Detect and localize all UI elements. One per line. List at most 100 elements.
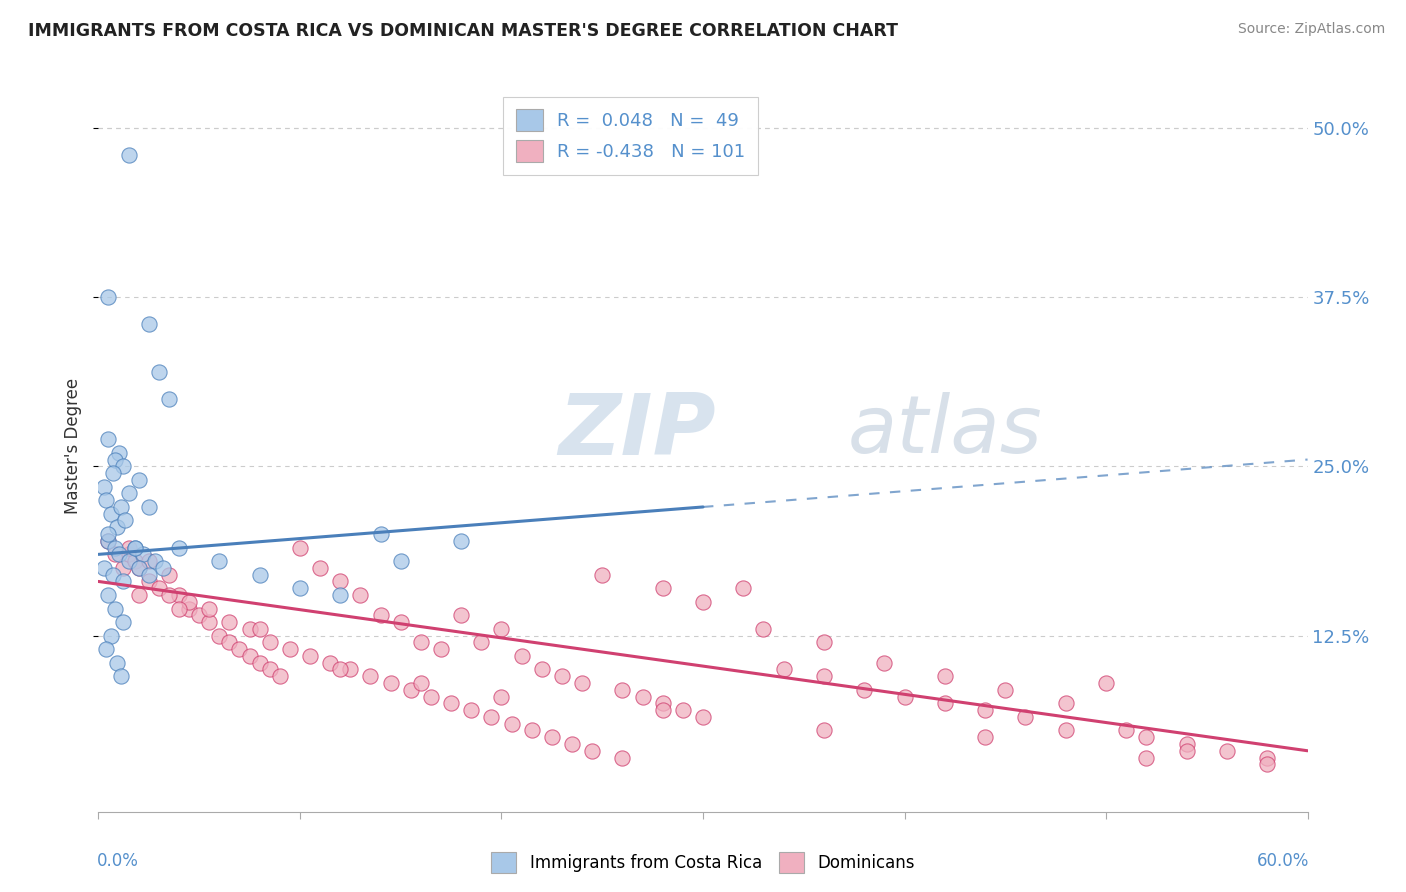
Point xyxy=(96,642,118,657)
Point xyxy=(389,554,412,568)
Point xyxy=(188,608,211,623)
Point xyxy=(138,554,160,568)
Point xyxy=(813,723,835,738)
Point xyxy=(612,682,634,697)
Point xyxy=(1135,730,1157,744)
Point xyxy=(128,561,150,575)
Point xyxy=(752,622,775,636)
Point xyxy=(132,547,155,561)
Point xyxy=(460,703,482,717)
Point xyxy=(138,317,160,331)
Point xyxy=(128,588,150,602)
Point xyxy=(167,588,190,602)
Point xyxy=(93,561,115,575)
Point xyxy=(1175,737,1198,751)
Point xyxy=(934,697,956,711)
Y-axis label: Master's Degree: Master's Degree xyxy=(65,378,83,514)
Point xyxy=(157,392,180,406)
Point xyxy=(111,459,134,474)
Point xyxy=(228,642,250,657)
Point xyxy=(157,567,180,582)
Point xyxy=(118,541,141,555)
Point xyxy=(450,533,472,548)
Point xyxy=(370,608,392,623)
Point xyxy=(1095,676,1118,690)
Point xyxy=(692,595,714,609)
Point xyxy=(249,622,271,636)
Point xyxy=(239,622,262,636)
Point xyxy=(103,547,125,561)
Point xyxy=(157,588,180,602)
Point xyxy=(1256,757,1278,772)
Point xyxy=(491,690,513,704)
Point xyxy=(893,690,915,704)
Point xyxy=(319,656,342,670)
Point xyxy=(118,554,141,568)
Point xyxy=(651,697,673,711)
Point xyxy=(491,622,513,636)
Point xyxy=(501,716,523,731)
Point xyxy=(179,601,201,615)
Point xyxy=(218,615,240,629)
Point xyxy=(540,730,562,744)
Point xyxy=(370,527,392,541)
Point xyxy=(148,581,170,595)
Text: atlas: atlas xyxy=(848,392,1043,470)
Point xyxy=(651,581,673,595)
Point xyxy=(124,541,146,555)
Point xyxy=(612,750,634,764)
Text: ZIP: ZIP xyxy=(558,390,716,473)
Point xyxy=(111,561,134,575)
Point xyxy=(198,601,221,615)
Point xyxy=(380,676,402,690)
Point xyxy=(360,669,382,683)
Point xyxy=(100,629,122,643)
Point xyxy=(873,656,896,670)
Point xyxy=(97,527,120,541)
Point xyxy=(239,648,262,663)
Point xyxy=(470,635,492,649)
Point xyxy=(520,723,543,738)
Point xyxy=(561,737,583,751)
Point xyxy=(118,486,141,500)
Point xyxy=(259,663,281,677)
Point xyxy=(167,541,190,555)
Point xyxy=(288,541,311,555)
Point xyxy=(853,682,876,697)
Point xyxy=(124,554,146,568)
Point xyxy=(111,615,134,629)
Point xyxy=(138,500,160,514)
Point xyxy=(198,615,221,629)
Point xyxy=(249,656,271,670)
Point xyxy=(631,690,654,704)
Point xyxy=(105,656,128,670)
Text: 60.0%: 60.0% xyxy=(1257,852,1309,870)
Point xyxy=(1135,750,1157,764)
Point xyxy=(128,473,150,487)
Point xyxy=(148,364,170,378)
Point xyxy=(1054,723,1077,738)
Point xyxy=(1014,710,1036,724)
Point xyxy=(329,663,352,677)
Point xyxy=(430,642,453,657)
Point xyxy=(974,730,997,744)
Point xyxy=(107,446,129,460)
Point xyxy=(97,432,120,446)
Point xyxy=(110,500,132,514)
Point xyxy=(259,635,281,649)
Point xyxy=(179,595,201,609)
Point xyxy=(218,635,240,649)
Point xyxy=(440,697,463,711)
Point xyxy=(510,648,533,663)
Point xyxy=(96,493,118,508)
Point xyxy=(299,648,322,663)
Point xyxy=(329,588,352,602)
Point xyxy=(97,533,120,548)
Point xyxy=(389,615,412,629)
Text: 0.0%: 0.0% xyxy=(97,852,139,870)
Point xyxy=(692,710,714,724)
Point xyxy=(278,642,301,657)
Point xyxy=(114,514,136,528)
Point xyxy=(591,567,613,582)
Point xyxy=(1054,697,1077,711)
